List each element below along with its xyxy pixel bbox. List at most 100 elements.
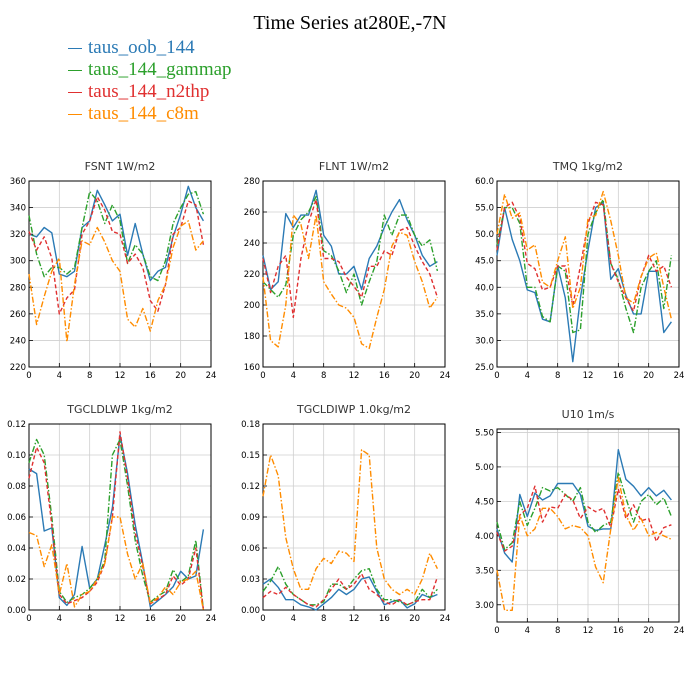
y-tick-label: 220 <box>244 270 260 280</box>
y-tick-label: 240 <box>10 336 26 346</box>
x-tick-label: 4 <box>57 371 62 381</box>
legend-label: taus_144_c8m <box>88 103 199 124</box>
legend-swatch <box>68 69 82 71</box>
x-tick-label: 8 <box>87 371 92 381</box>
y-tick-label: 360 <box>10 177 26 187</box>
x-tick-label: 8 <box>87 614 92 624</box>
y-tick-label: 240 <box>244 239 260 249</box>
panel-title: U10 1m/s <box>562 408 615 421</box>
series-line <box>28 434 205 608</box>
y-tick-label: 0.12 <box>7 420 26 430</box>
chart-panel: TMQ 1kg/m2 0 4 8 12 16 20 24 25.0 30.0 35.0 40.0 45.… <box>475 160 684 381</box>
x-tick-label: 20 <box>409 371 420 381</box>
x-tick-label: 0 <box>260 614 265 624</box>
series-line <box>262 449 439 596</box>
y-tick-label: 0.00 <box>241 606 260 616</box>
series-line <box>496 449 672 563</box>
x-tick-label: 0 <box>494 626 499 636</box>
y-tick-label: 0.08 <box>7 482 26 492</box>
y-tick-label: 260 <box>244 208 260 218</box>
x-tick-label: 20 <box>175 371 186 381</box>
y-tick-label: 5.50 <box>475 428 494 438</box>
chart-panel: TGCLDIWP 1.0kg/m2 0 4 8 12 16 20 24 0.00 0.03 0.06… <box>241 403 450 624</box>
series-line <box>262 214 438 350</box>
page-title: Time Series at280E,-7N <box>253 12 447 34</box>
series-line <box>262 576 438 611</box>
series-line <box>262 189 438 291</box>
chart-panel: FSNT 1W/m2 0 4 8 12 16 20 24 220 240 260 280 300 320 3… <box>10 160 217 381</box>
legend-label: taus_144_n2thp <box>88 81 210 102</box>
series-line <box>262 195 439 306</box>
x-tick-label: 24 <box>440 371 451 381</box>
y-tick-label: 320 <box>10 230 26 240</box>
y-tick-label: 35.0 <box>475 310 494 320</box>
y-tick-label: 25.0 <box>475 363 494 373</box>
panel-title: TGCLDLWP 1kg/m2 <box>66 403 172 416</box>
y-tick-label: 4.00 <box>475 532 494 542</box>
y-tick-label: 220 <box>10 363 26 373</box>
x-tick-label: 24 <box>206 371 217 381</box>
x-tick-label: 8 <box>555 626 560 636</box>
x-tick-label: 16 <box>613 626 624 636</box>
x-tick-label: 4 <box>525 626 530 636</box>
legend-swatch <box>68 113 82 115</box>
x-tick-label: 12 <box>583 626 594 636</box>
y-tick-label: 280 <box>10 283 26 293</box>
x-tick-label: 24 <box>440 614 451 624</box>
legend-item: taus_144_c8m <box>68 103 232 125</box>
x-tick-label: 20 <box>409 614 420 624</box>
x-tick-label: 16 <box>145 614 156 624</box>
series-line <box>496 198 673 334</box>
x-tick-label: 0 <box>26 371 31 381</box>
x-tick-label: 8 <box>555 371 560 381</box>
series-line <box>496 485 672 552</box>
y-tick-label: 0.03 <box>241 575 260 585</box>
y-tick-label: 300 <box>10 257 26 267</box>
x-tick-label: 12 <box>115 614 126 624</box>
y-tick-label: 160 <box>244 363 260 373</box>
x-tick-label: 16 <box>613 371 624 381</box>
chart-panel: TGCLDLWP 1kg/m2 0 4 8 12 16 20 24 0.00 0.02 0.04 0.… <box>7 403 216 624</box>
panel-title: FSNT 1W/m2 <box>85 160 156 173</box>
series-line <box>496 190 673 320</box>
y-tick-label: 0.15 <box>241 451 260 461</box>
x-tick-label: 24 <box>674 371 685 381</box>
x-tick-label: 4 <box>291 371 296 381</box>
y-tick-label: 0.06 <box>241 544 260 554</box>
legend-label: taus_144_gammap <box>88 59 232 80</box>
x-tick-label: 4 <box>291 614 296 624</box>
series-line <box>28 190 205 282</box>
x-tick-label: 24 <box>206 614 217 624</box>
series-line <box>496 476 672 611</box>
y-tick-label: 55.0 <box>475 204 494 214</box>
legend: taus_oob_144 taus_144_gammap taus_144_n2… <box>68 37 232 125</box>
y-tick-label: 4.50 <box>475 497 494 507</box>
y-tick-label: 3.00 <box>475 601 494 611</box>
y-tick-label: 340 <box>10 204 26 214</box>
y-tick-label: 0.12 <box>241 482 260 492</box>
legend-item: taus_144_gammap <box>68 59 232 81</box>
legend-item: taus_144_n2thp <box>68 81 232 103</box>
series-line <box>28 431 205 611</box>
x-tick-label: 0 <box>494 371 499 381</box>
y-tick-label: 0.18 <box>241 420 260 430</box>
series-line <box>262 573 439 608</box>
x-tick-label: 16 <box>379 614 390 624</box>
y-tick-label: 45.0 <box>475 257 494 267</box>
y-tick-label: 0.09 <box>241 513 260 523</box>
y-tick-label: 30.0 <box>475 336 494 346</box>
x-tick-label: 16 <box>145 371 156 381</box>
x-tick-label: 12 <box>583 371 594 381</box>
y-tick-label: 280 <box>244 177 260 187</box>
y-tick-label: 260 <box>10 310 26 320</box>
panel-title: TMQ 1kg/m2 <box>552 160 623 173</box>
series-line <box>496 201 673 312</box>
y-tick-label: 0.06 <box>7 513 26 523</box>
series-line <box>28 220 204 343</box>
y-tick-label: 200 <box>244 301 260 311</box>
legend-label: taus_oob_144 <box>88 37 195 58</box>
legend-item: taus_oob_144 <box>68 37 232 59</box>
y-tick-label: 3.50 <box>475 566 494 576</box>
x-tick-label: 4 <box>57 614 62 624</box>
